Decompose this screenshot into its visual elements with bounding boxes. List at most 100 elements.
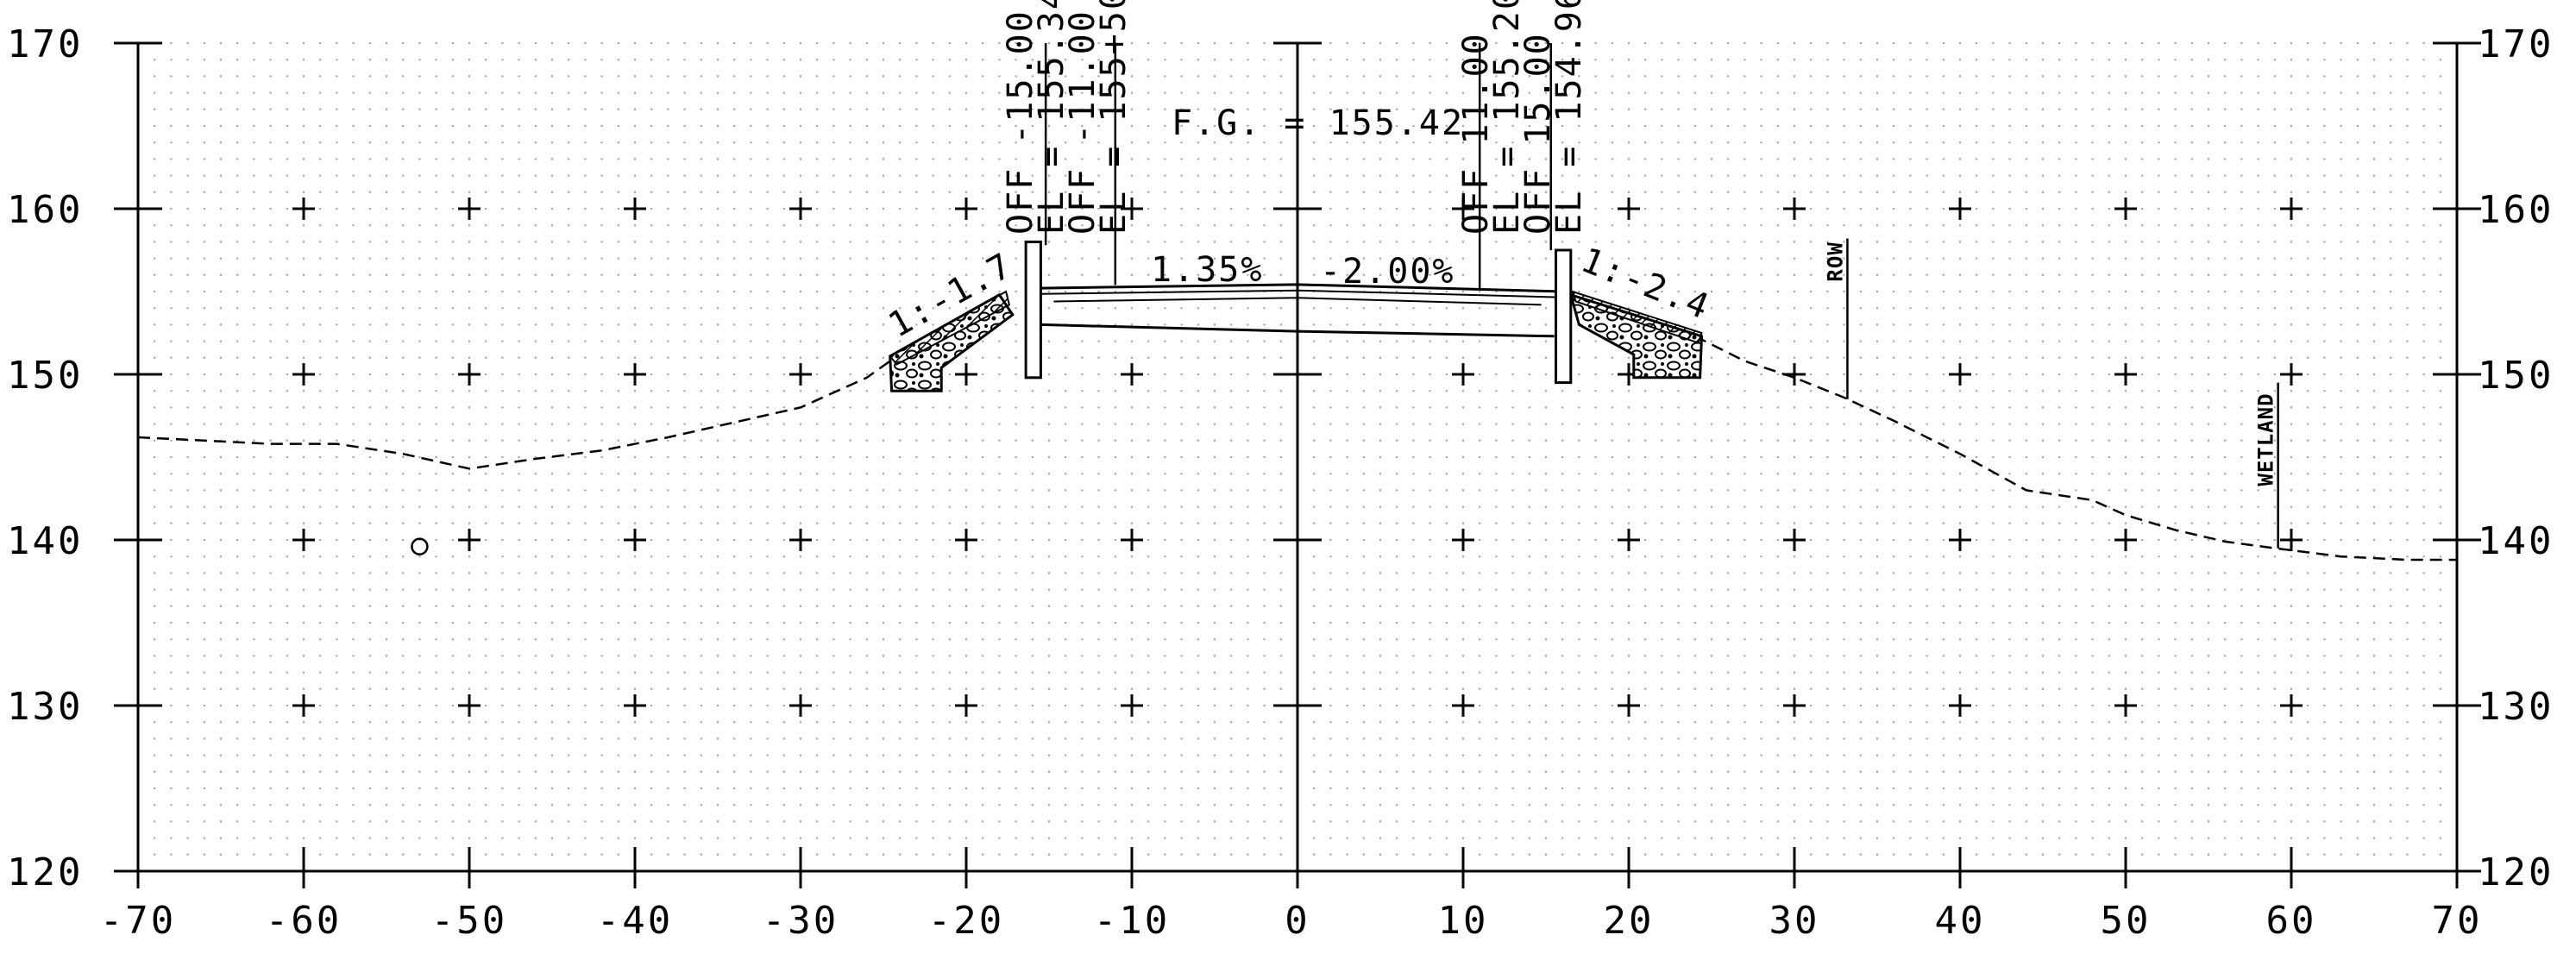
right-offset-label: OFF 15.00 [1518, 32, 1558, 235]
y-tick-label-left: 160 [7, 188, 83, 232]
grid-cross [624, 198, 646, 220]
grid-cross [2280, 198, 2303, 220]
x-tick-label: 40 [1935, 899, 1986, 943]
grid-cross [2280, 694, 2303, 717]
grid-cross [292, 529, 315, 551]
grid-cross [1949, 529, 1971, 551]
x-tick-labels: -70 -60 -50 -40 -30 -20 -10 0 10 20 30 40 50 60 70 [100, 899, 2483, 943]
right-offset-label: EL = 154.96 [1549, 0, 1589, 235]
rock-fill-right [1568, 292, 1704, 380]
grid-cross [789, 363, 812, 386]
x-tick-label: -40 [597, 899, 673, 943]
grid-cross [292, 694, 315, 717]
grade-right-label: -2.00% [1320, 252, 1455, 292]
y-tick-label-right: 160 [2478, 188, 2554, 232]
x-tick-label: 50 [2101, 899, 2152, 943]
grid-cross [2280, 529, 2303, 551]
y-tick-label-left: 170 [7, 22, 83, 66]
y-tick-labels-left: 120 130 140 150 160 170 [7, 22, 83, 894]
grid-cross [1121, 529, 1143, 551]
y-tick-label-left: 140 [7, 519, 83, 563]
curb-right [1555, 248, 1573, 385]
x-tick-label: -20 [928, 899, 1004, 943]
grid-cross [624, 694, 646, 717]
x-tick-label: -50 [431, 899, 507, 943]
grid-cross [2114, 529, 2137, 551]
grid-cross [1618, 198, 1640, 220]
x-tick-label: 60 [2266, 899, 2317, 943]
grid-cross [1618, 529, 1640, 551]
y-tick-label-right: 130 [2478, 685, 2554, 729]
grid-cross [2114, 694, 2137, 717]
x-tick-label: -70 [100, 899, 176, 943]
grid-cross [1949, 363, 1971, 386]
grid-cross [1452, 529, 1474, 551]
finished-grade-label: F.G. = 155.42 [1172, 104, 1464, 143]
pavement-bottom-line [1032, 289, 1563, 298]
x-tick-label: 10 [1438, 899, 1489, 943]
grid-cross [789, 694, 812, 717]
left-offset-label: EL = 155.34 [1032, 0, 1071, 235]
right-offset-label: OFF 11.00 [1456, 32, 1496, 235]
grid-crosses [292, 198, 2303, 717]
grid-cross [1783, 529, 1806, 551]
grid-cross [1783, 694, 1806, 717]
x-tick-label: 30 [1769, 899, 1820, 943]
grid-cross [458, 529, 481, 551]
grid-cross [2114, 363, 2137, 386]
grid-cross [1121, 198, 1143, 220]
grid-cross [624, 363, 646, 386]
grid-cross [292, 198, 315, 220]
slope-hatch-left [889, 290, 1011, 366]
existing-ground-right [1694, 335, 2457, 562]
section-geometry [137, 43, 2457, 562]
subgrade-line [1040, 323, 1555, 338]
grid-cross [955, 529, 977, 551]
grid-cross [1121, 363, 1143, 386]
grid-cross [1452, 198, 1474, 220]
point-marker [411, 537, 429, 555]
x-tick-label: -30 [763, 899, 839, 943]
grid-cross [955, 363, 977, 386]
x-tick-label: -60 [266, 899, 342, 943]
grid-cross [1949, 694, 1971, 717]
y-tick-labels-right: 120 130 140 150 160 170 [2478, 22, 2554, 894]
x-tick-label: 70 [2432, 899, 2483, 943]
axis-ticks [114, 41, 2481, 888]
grid-cross [458, 198, 481, 220]
y-tick-label-left: 120 [7, 850, 83, 894]
y-tick-label-right: 140 [2478, 519, 2554, 563]
grid-cross [1949, 198, 1971, 220]
grid-cross [955, 198, 977, 220]
x-tick-label: -10 [1094, 899, 1170, 943]
grid-cross [1452, 363, 1474, 386]
grid-cross [789, 198, 812, 220]
slope-hatch-right [1571, 290, 1703, 344]
row-label: ROW [1823, 242, 1847, 281]
curb-left [1024, 240, 1042, 380]
x-tick-label: 20 [1604, 899, 1655, 943]
grade-left-label: 1.35% [1151, 250, 1263, 290]
grid-cross [624, 529, 646, 551]
grid-cross [2280, 363, 2303, 386]
grid-cross [955, 694, 977, 717]
grid-cross [1618, 694, 1640, 717]
y-tick-label-right: 170 [2478, 22, 2554, 66]
grid-cross [458, 694, 481, 717]
grid-cross [2114, 198, 2137, 220]
grid-cross [292, 363, 315, 386]
y-tick-label-right: 120 [2478, 850, 2554, 894]
base-course-line [1053, 297, 1542, 306]
grid-cross [789, 529, 812, 551]
x-tick-label: 0 [1285, 899, 1310, 943]
y-tick-label-left: 150 [7, 354, 83, 398]
y-tick-label-left: 130 [7, 685, 83, 729]
right-offset-label: EL = 155.20 [1487, 0, 1527, 235]
grid-cross [1452, 694, 1474, 717]
grid-cross [1121, 694, 1143, 717]
left-offset-label: OFF -11.00 [1063, 9, 1103, 235]
left-offset-label: EL = 155+50 [1094, 0, 1134, 235]
